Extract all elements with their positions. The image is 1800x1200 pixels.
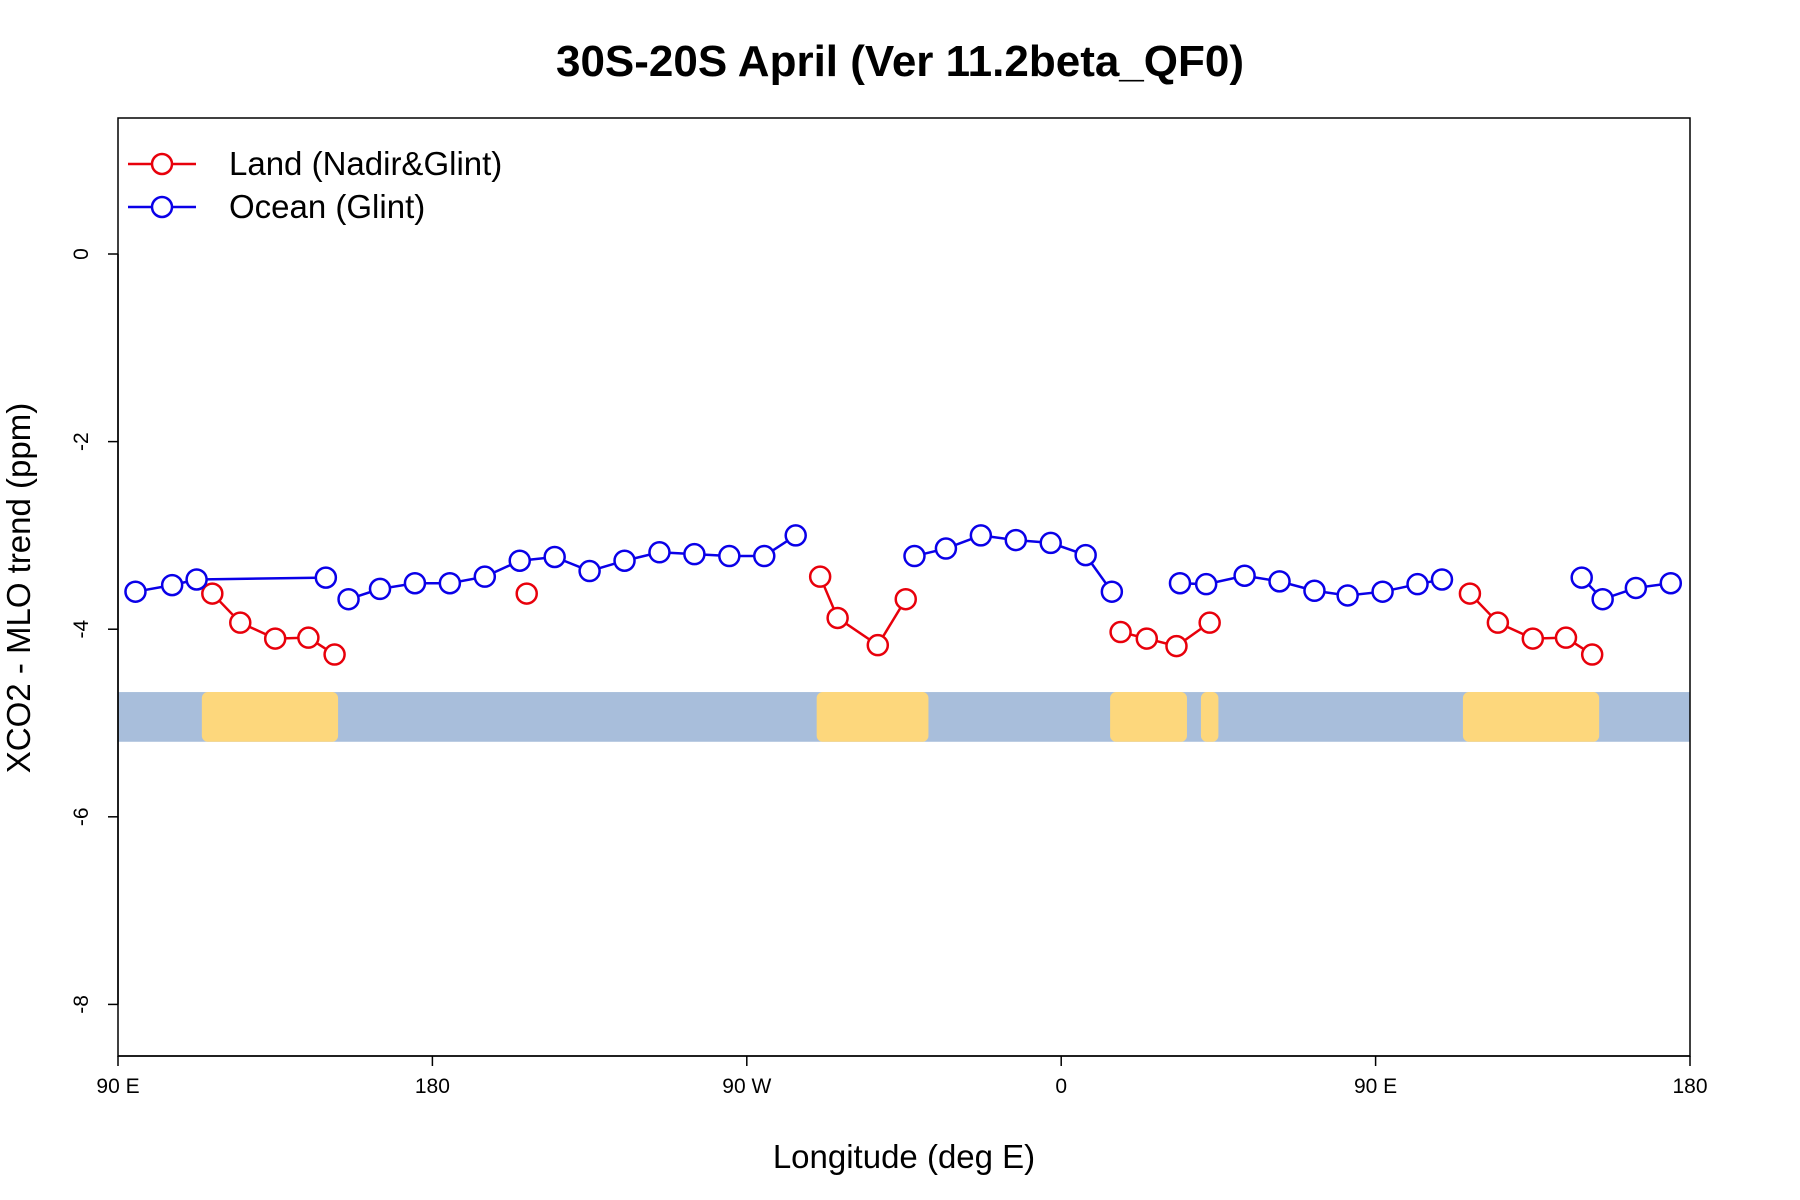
x-tick-label: 90 W [722, 1075, 771, 1098]
data-point [894, 587, 917, 611]
data-point [403, 571, 427, 595]
y-tick-label: -2 [70, 432, 93, 451]
data-point [368, 577, 392, 601]
data-point [473, 565, 497, 588]
data-point [438, 571, 462, 595]
data-point [508, 549, 531, 572]
data-point [1659, 571, 1683, 595]
x-axis-label: Longitude (deg E) [773, 1138, 1035, 1175]
data-point [1624, 576, 1648, 600]
data-point [903, 544, 926, 568]
data-point [323, 643, 346, 666]
data-point [1591, 587, 1614, 611]
legend-label: Land (Nadir&Glint) [229, 145, 502, 182]
data-point [1458, 582, 1482, 605]
series-line [1120, 621, 1211, 648]
map-land-patch [1462, 692, 1600, 742]
data-point [314, 566, 338, 589]
data-point [1168, 571, 1192, 595]
data-point [613, 549, 636, 572]
data-point [1194, 572, 1218, 596]
data-point [826, 606, 849, 630]
data-point [160, 573, 184, 597]
data-point [1109, 620, 1132, 644]
data-point [718, 544, 741, 568]
data-point [1165, 634, 1188, 658]
data-point [1268, 570, 1291, 593]
legend: Land (Nadir&Glint) Ocean (Glint) [128, 145, 502, 225]
series-ocean [124, 524, 1683, 611]
data-point [1039, 531, 1062, 555]
data-point [1580, 643, 1604, 666]
map-land-patch [1200, 692, 1219, 742]
series-layer [124, 524, 1683, 666]
y-tick-label: -8 [70, 995, 93, 1014]
data-point [866, 633, 890, 657]
data-point [578, 559, 601, 583]
data-point [185, 568, 208, 591]
data-point [1570, 566, 1593, 589]
data-point [934, 537, 958, 560]
x-tick-label: 90 E [96, 1075, 139, 1098]
legend-label: Ocean (Glint) [229, 188, 425, 225]
series-line [1580, 576, 1671, 601]
series-line [819, 576, 907, 647]
x-tick-label: 180 [415, 1075, 450, 1098]
x-tick-label: 0 [1055, 1075, 1067, 1098]
data-point [1303, 579, 1326, 603]
data-point [263, 627, 287, 650]
map-land-patch [201, 692, 339, 742]
data-point [337, 587, 360, 611]
x-tick-label: 180 [1672, 1075, 1707, 1098]
data-point [784, 524, 807, 547]
series-land [201, 565, 1604, 666]
y-axis-label: XCO2 - MLO trend (ppm) [0, 403, 37, 773]
data-point [1336, 584, 1359, 607]
chart-title: 30S-20S April (Ver 11.2beta_QF0) [556, 37, 1244, 86]
data-point [297, 626, 320, 649]
legend-item: Land (Nadir&Glint) [128, 145, 502, 182]
data-point [1406, 572, 1429, 596]
data-point [1074, 543, 1097, 567]
data-point [1371, 580, 1394, 603]
y-tick-label: -6 [70, 807, 93, 826]
map-strip [118, 692, 1690, 742]
data-point [753, 544, 776, 568]
legend-marker [150, 152, 174, 176]
data-point [1486, 611, 1510, 634]
data-point [1233, 564, 1256, 587]
data-point [124, 580, 147, 603]
data-point [229, 611, 252, 634]
data-point [1100, 580, 1124, 603]
data-point [1430, 568, 1454, 591]
data-point [201, 582, 224, 605]
data-point [648, 541, 671, 564]
data-point [808, 565, 832, 588]
data-point [1198, 611, 1221, 634]
data-point [1004, 528, 1028, 552]
data-point [515, 582, 538, 605]
data-point [1521, 627, 1545, 650]
x-tick-label: 90 E [1354, 1075, 1397, 1098]
x-axis: 90 E 180 90 W 0 90 E 180 [96, 1055, 1708, 1098]
legend-item: Ocean (Glint) [128, 188, 425, 225]
data-point [1554, 626, 1578, 649]
data-point [683, 542, 706, 566]
y-tick-label: -4 [70, 620, 93, 639]
data-point [1135, 627, 1159, 650]
y-tick-label: 0 [70, 248, 93, 260]
series-line [135, 576, 326, 593]
plot-frame [117, 117, 1691, 1057]
data-point [543, 545, 566, 569]
data-point [969, 524, 993, 547]
map-land-patch [816, 692, 929, 742]
legend-marker [150, 195, 174, 219]
y-axis: 0 -2 -4 -6 -8 [70, 248, 119, 1014]
map-land-patch [1110, 692, 1187, 742]
